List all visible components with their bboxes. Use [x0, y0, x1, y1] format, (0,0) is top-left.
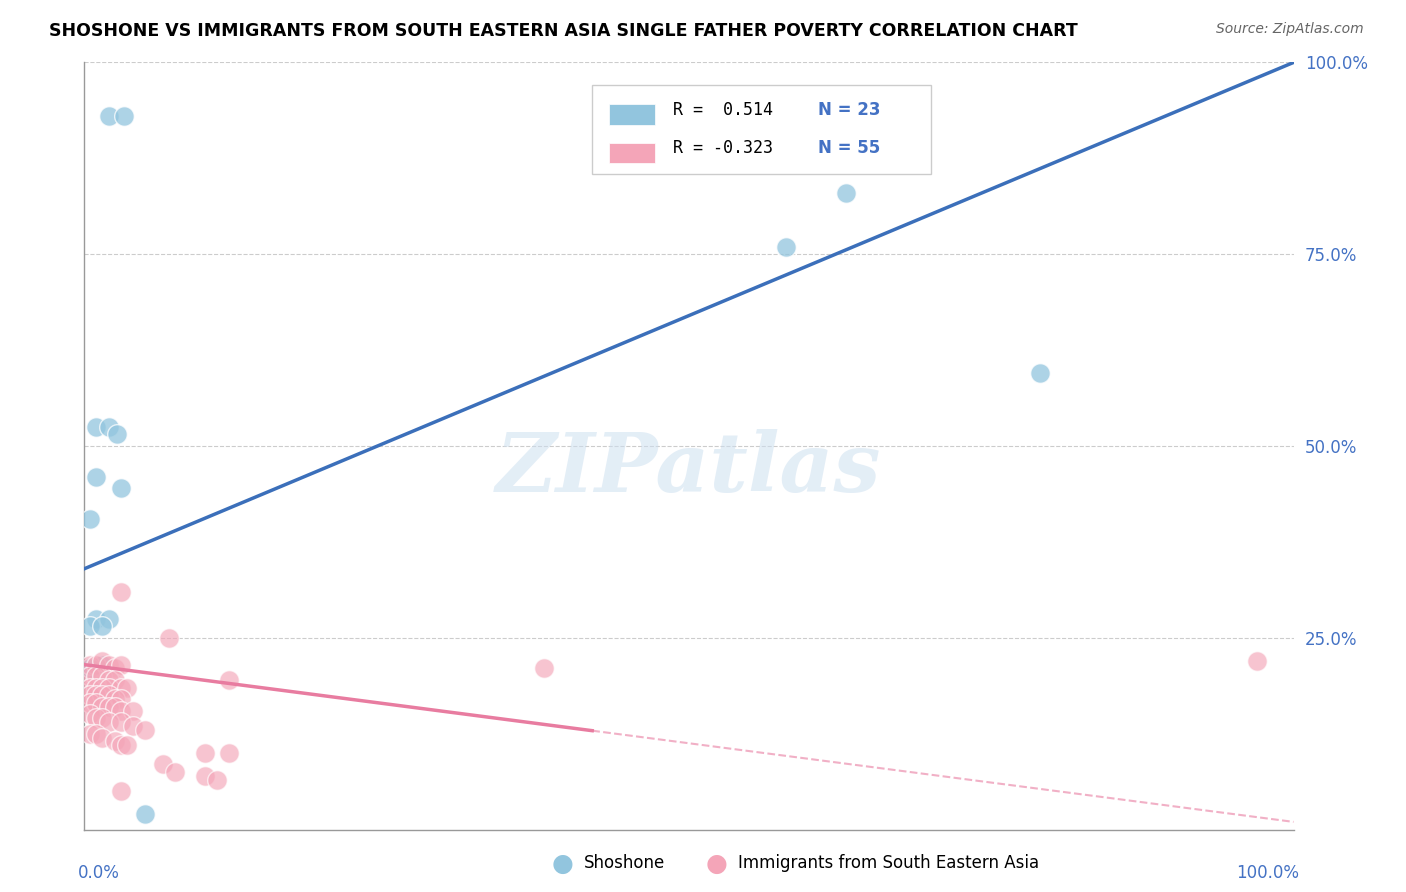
Point	[134, 807, 156, 822]
Point	[134, 723, 156, 737]
Point	[218, 746, 240, 760]
Text: SHOSHONE VS IMMIGRANTS FROM SOUTH EASTERN ASIA SINGLE FATHER POVERTY CORRELATION: SHOSHONE VS IMMIGRANTS FROM SOUTH EASTER…	[49, 22, 1078, 40]
Point	[79, 619, 101, 633]
Point	[79, 726, 101, 740]
Point	[110, 715, 132, 730]
Point	[110, 704, 132, 718]
Point	[97, 612, 120, 626]
Point	[110, 784, 132, 798]
Text: R = -0.323: R = -0.323	[673, 139, 773, 157]
Point	[91, 619, 114, 633]
Point	[218, 673, 240, 687]
Point	[79, 657, 101, 672]
Point	[121, 719, 143, 733]
Point	[91, 731, 114, 745]
Point	[91, 681, 114, 695]
Point	[115, 681, 138, 695]
Text: ●: ●	[706, 852, 728, 875]
Point	[91, 689, 114, 703]
Point	[110, 692, 132, 706]
Point	[121, 704, 143, 718]
Point	[91, 711, 114, 725]
Text: N = 55: N = 55	[818, 139, 880, 157]
Text: Immigrants from South Eastern Asia: Immigrants from South Eastern Asia	[738, 855, 1039, 872]
Point	[86, 612, 108, 626]
Point	[97, 689, 120, 703]
Point	[152, 757, 174, 772]
Point	[86, 681, 108, 695]
Text: ZIPatlas: ZIPatlas	[496, 429, 882, 509]
Text: R =  0.514: R = 0.514	[673, 101, 773, 119]
Text: N = 23: N = 23	[818, 101, 880, 119]
Point	[91, 669, 114, 683]
FancyBboxPatch shape	[609, 104, 655, 125]
Point	[110, 584, 132, 599]
Point	[79, 681, 101, 695]
Point	[104, 673, 127, 687]
Text: Shoshone: Shoshone	[583, 855, 665, 872]
Point	[207, 772, 229, 787]
Point	[86, 469, 108, 483]
Point	[91, 657, 114, 672]
Point	[115, 738, 138, 752]
Point	[97, 109, 120, 123]
Point	[775, 239, 797, 253]
Point	[1028, 366, 1050, 380]
Point	[104, 699, 127, 714]
Point	[97, 673, 120, 687]
Point	[110, 681, 132, 695]
Point	[104, 661, 127, 675]
Point	[110, 657, 132, 672]
Point	[86, 711, 108, 725]
Point	[86, 726, 108, 740]
Text: Source: ZipAtlas.com: Source: ZipAtlas.com	[1216, 22, 1364, 37]
Point	[86, 420, 108, 434]
Point	[79, 512, 101, 526]
Point	[79, 689, 101, 703]
Point	[86, 689, 108, 703]
Point	[110, 738, 132, 752]
Point	[97, 699, 120, 714]
Point	[157, 631, 180, 645]
Point	[97, 420, 120, 434]
Text: 0.0%: 0.0%	[79, 864, 120, 882]
Point	[110, 481, 132, 495]
FancyBboxPatch shape	[592, 86, 931, 174]
Point	[86, 669, 108, 683]
Point	[165, 765, 187, 780]
Point	[104, 692, 127, 706]
Point	[86, 657, 108, 672]
Point	[79, 696, 101, 710]
Point	[835, 186, 858, 200]
Point	[79, 707, 101, 722]
Text: 100.0%: 100.0%	[1236, 864, 1299, 882]
Point	[105, 427, 128, 442]
Point	[97, 715, 120, 730]
Point	[104, 734, 127, 748]
Point	[533, 661, 555, 675]
Point	[79, 661, 101, 675]
Text: ●: ●	[551, 852, 574, 875]
Point	[86, 696, 108, 710]
Point	[112, 109, 135, 123]
Point	[79, 669, 101, 683]
FancyBboxPatch shape	[609, 143, 655, 163]
Point	[91, 699, 114, 714]
Point	[91, 654, 114, 668]
Point	[97, 657, 120, 672]
Point	[194, 769, 217, 783]
Point	[1246, 654, 1268, 668]
Point	[194, 746, 217, 760]
Point	[97, 681, 120, 695]
